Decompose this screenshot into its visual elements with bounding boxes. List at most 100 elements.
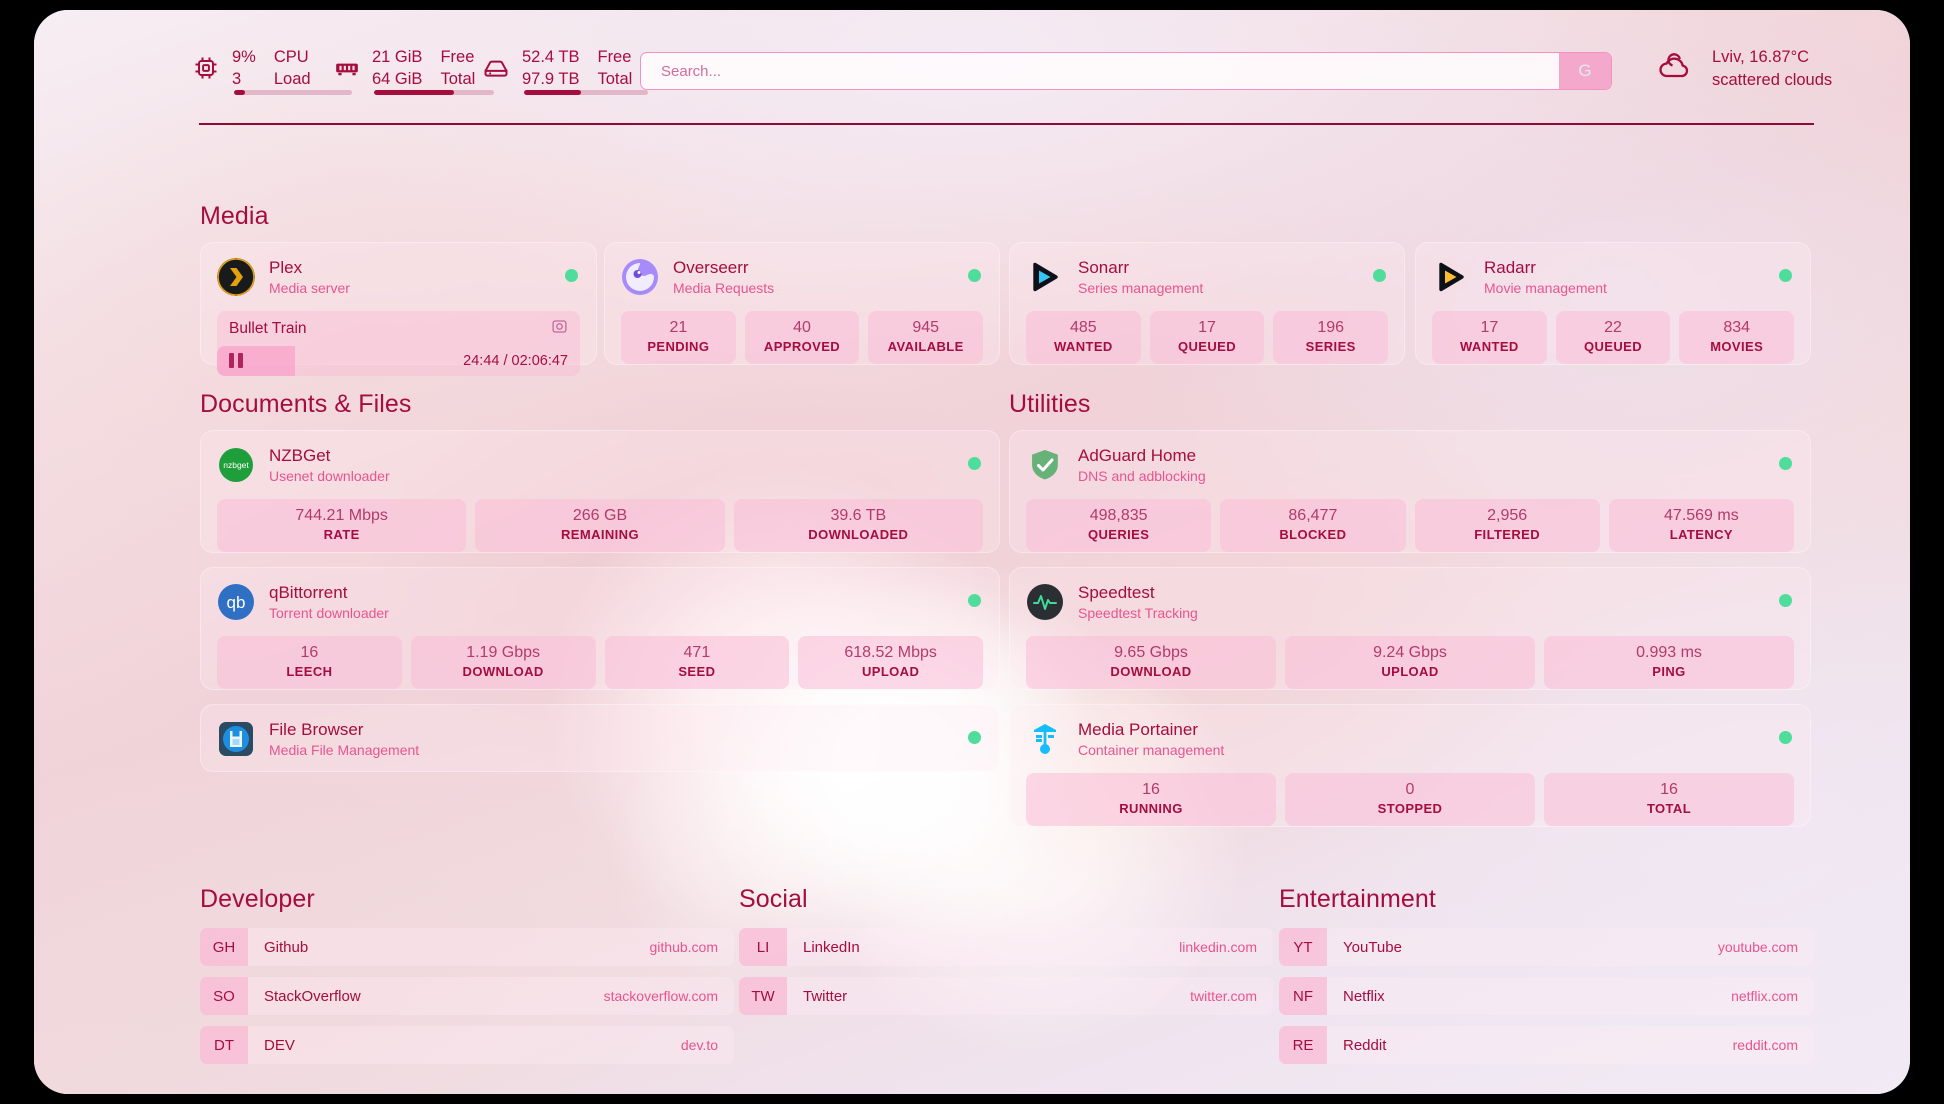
qbittorrent-icon: qb	[217, 583, 255, 621]
stat-label: WANTED	[1053, 339, 1113, 355]
stat-value: 485	[1069, 318, 1097, 336]
overseerr-name: Overseerr	[673, 258, 749, 277]
stat-value: 16	[300, 643, 319, 661]
qbittorrent-status-dot	[968, 594, 981, 607]
stat-value: 86,477	[1288, 506, 1338, 524]
stat-value: 471	[683, 643, 711, 661]
adguard-name: AdGuard Home	[1078, 446, 1197, 465]
stat-label: SERIES	[1305, 339, 1356, 355]
cast-icon[interactable]	[551, 318, 568, 340]
stat-pill: 2,956 FILTERED	[1414, 498, 1600, 552]
header-divider	[199, 123, 1814, 125]
search-input[interactable]	[641, 53, 1559, 89]
stat-pill: 0 STOPPED	[1285, 772, 1535, 826]
stat-value: 40	[793, 318, 811, 336]
stat-label: SEED	[678, 664, 716, 680]
service-card-speedtest[interactable]: Speedtest Speedtest Tracking 9.65 Gbps D…	[1009, 567, 1811, 690]
plex-time-display: 24:44 / 02:06:47	[463, 352, 568, 369]
stat-value: 39.6 TB	[830, 506, 887, 524]
cpu-value2: 3	[232, 70, 242, 89]
stat-pill: 47.569 ms LATENCY	[1608, 498, 1794, 552]
bookmark-item-twitter[interactable]: TW Twitter twitter.com	[739, 977, 1273, 1015]
stat-pill: 21 PENDING	[621, 310, 736, 364]
service-card-nzbget[interactable]: nzbget NZBGet Usenet downloader 744.21 M…	[200, 430, 1000, 553]
disk-label2: Total	[597, 70, 633, 89]
bookmark-badge: YT	[1279, 928, 1327, 966]
service-card-overseerr[interactable]: Overseerr Media Requests 21 PENDING 40 A…	[604, 242, 1000, 365]
bookmark-item-stackoverflow[interactable]: SO StackOverflow stackoverflow.com	[200, 977, 734, 1015]
service-card-portainer[interactable]: Media Portainer Container management 16 …	[1009, 704, 1811, 827]
stat-value: 744.21 Mbps	[295, 506, 388, 524]
bookmark-name: LinkedIn	[803, 938, 860, 956]
radarr-subtitle: Movie management	[1484, 280, 1607, 297]
section-title-documents: Documents & Files	[200, 390, 412, 418]
portainer-status-dot	[1779, 731, 1792, 744]
service-card-filebrowser[interactable]: File Browser Media File Management	[200, 704, 1000, 772]
stat-value: 1.19 Gbps	[466, 643, 541, 661]
section-title-utilities: Utilities	[1009, 390, 1091, 418]
stat-label: QUEUED	[1177, 339, 1237, 355]
filebrowser-status-dot	[968, 731, 981, 744]
qbittorrent-subtitle: Torrent downloader	[269, 605, 389, 622]
stat-pill: 498,835 QUERIES	[1026, 498, 1212, 552]
adguard-shield-icon	[1026, 446, 1064, 484]
cpu-usage-bar	[234, 89, 352, 95]
stat-pill: 86,477 BLOCKED	[1220, 498, 1406, 552]
plex-icon	[217, 258, 255, 297]
disk-stat-widget: 52.4 TB Free 97.9 TB Total	[482, 46, 648, 95]
stat-value: 0	[1405, 780, 1415, 798]
stat-pill: 834 MOVIES	[1679, 310, 1795, 364]
stat-pill: 471 SEED	[604, 635, 790, 689]
stat-pill: 17 QUEUED	[1149, 310, 1265, 364]
stat-label: BLOCKED	[1279, 527, 1347, 543]
search-bar[interactable]: G	[640, 52, 1612, 90]
stat-label: RUNNING	[1119, 801, 1183, 817]
service-card-sonarr[interactable]: Sonarr Series management 485 WANTED 17 Q…	[1009, 242, 1405, 365]
bookmark-item-linkedin[interactable]: LI LinkedIn linkedin.com	[739, 928, 1273, 966]
bookmark-url: linkedin.com	[1179, 939, 1257, 955]
stat-pill: 16 RUNNING	[1026, 772, 1276, 826]
cpu-stat-widget: 9% CPU 3 Load	[192, 46, 352, 95]
search-submit-button[interactable]: G	[1559, 53, 1611, 89]
svg-text:nzbget: nzbget	[223, 460, 249, 470]
stat-pill: 9.65 Gbps DOWNLOAD	[1026, 635, 1276, 689]
memory-value2: 64 GiB	[372, 70, 423, 89]
stat-label: LEECH	[286, 664, 333, 680]
pause-icon[interactable]	[229, 353, 243, 369]
service-card-radarr[interactable]: Radarr Movie management 17 WANTED 22 QUE…	[1415, 242, 1811, 365]
disk-value2: 97.9 TB	[522, 70, 580, 89]
top-bar: 9% CPU 3 Load	[34, 10, 1910, 125]
bookmark-name: Github	[264, 938, 309, 956]
stat-value: 9.24 Gbps	[1373, 643, 1447, 661]
stat-label: PENDING	[647, 339, 710, 355]
stat-label: UPLOAD	[1381, 664, 1439, 680]
bookmark-item-reddit[interactable]: RE Reddit reddit.com	[1279, 1026, 1814, 1064]
svg-text:qb: qb	[227, 593, 246, 612]
bookmark-url: twitter.com	[1190, 988, 1257, 1004]
plex-progress-bar[interactable]	[217, 345, 296, 376]
bookmark-url: youtube.com	[1717, 939, 1798, 955]
bookmark-item-dev[interactable]: DT DEV dev.to	[200, 1026, 734, 1064]
overseerr-status-dot	[968, 269, 981, 282]
overseerr-icon	[621, 258, 659, 296]
stat-label: APPROVED	[763, 339, 841, 355]
bookmark-item-youtube[interactable]: YT YouTube youtube.com	[1279, 928, 1814, 966]
bookmark-item-github[interactable]: GH Github github.com	[200, 928, 734, 966]
service-card-adguard[interactable]: AdGuard Home DNS and adblocking 498,835 …	[1009, 430, 1811, 553]
disk-value: 52.4 TB	[522, 48, 580, 66]
bookmark-badge: DT	[200, 1026, 248, 1064]
service-card-qbittorrent[interactable]: qb qBittorrent Torrent downloader 16 LEE…	[200, 567, 1000, 690]
memory-icon	[334, 55, 360, 81]
radarr-icon	[1432, 258, 1470, 296]
nzbget-status-dot	[968, 457, 981, 470]
bookmark-item-netflix[interactable]: NF Netflix netflix.com	[1279, 977, 1814, 1015]
plex-media-title: Bullet Train	[229, 319, 307, 337]
bookmark-name: Netflix	[1343, 987, 1385, 1005]
bookmark-badge: TW	[739, 977, 787, 1015]
stat-value: 196	[1317, 318, 1345, 336]
overseerr-subtitle: Media Requests	[673, 280, 775, 297]
memory-label: Free	[440, 48, 475, 66]
memory-label2: Total	[440, 70, 476, 89]
service-card-plex[interactable]: Plex Media server Bullet Train	[200, 242, 597, 376]
plex-name: Plex	[269, 258, 303, 277]
